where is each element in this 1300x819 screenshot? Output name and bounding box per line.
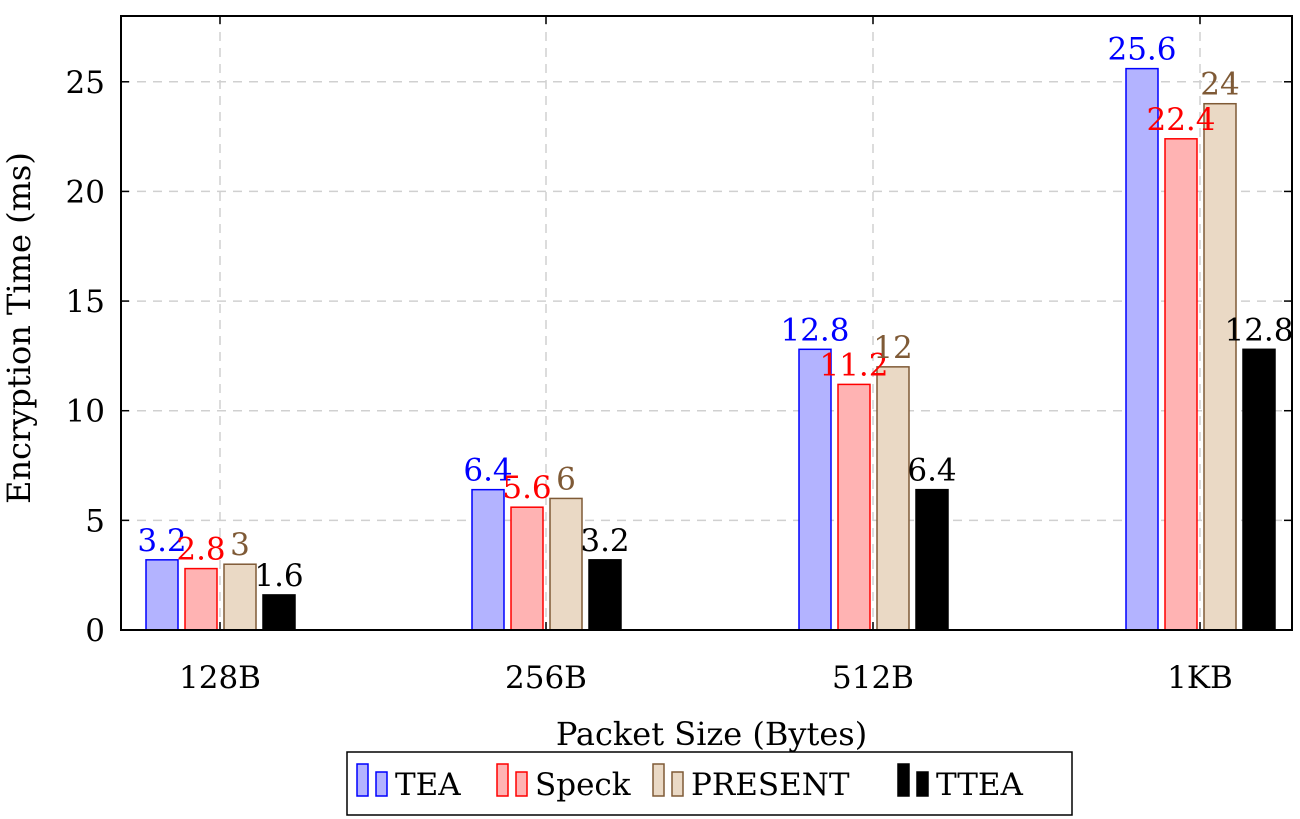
x-tick-label: 256B (505, 660, 587, 696)
legend: TEA Speck PRESENT TTEA (346, 751, 1073, 816)
legend-swatch (375, 771, 388, 797)
bar-speck-256b (510, 506, 544, 631)
bar-present-128b (223, 563, 257, 631)
bar-speck-512b (837, 383, 871, 631)
bar-present-1kb (1203, 102, 1237, 631)
data-label: 3.2 (580, 523, 629, 559)
legend-swatch (916, 771, 929, 797)
x-tick-label: 128B (179, 660, 261, 696)
bar-tea-256b (471, 488, 505, 631)
data-labels: 3.2 6.4 12.8 25.6 2.8 5.6 11.2 22.4 3 6 12 24 1.6 3.2… (137, 32, 1293, 594)
y-tick-label: 20 (66, 174, 105, 210)
legend-label-ttea: TTEA (936, 767, 1024, 803)
data-label: 5.6 (502, 470, 551, 506)
y-tick-label: 25 (66, 65, 105, 101)
ticks: 0 5 10 15 20 25 128B 256B 512B 1KB (66, 16, 1292, 696)
legend-box (346, 751, 1073, 816)
legend-swatch (356, 763, 369, 797)
data-label: 3.2 (137, 523, 186, 559)
y-tick-label: 0 (85, 613, 105, 649)
bars (145, 67, 1276, 631)
bar-tea-1kb (1125, 67, 1159, 631)
data-label: 3 (230, 527, 250, 563)
bar-ttea-128b (262, 594, 296, 631)
y-tick-label: 5 (85, 503, 105, 539)
legend-swatch (496, 763, 509, 797)
data-label: 11.2 (819, 347, 888, 383)
legend-label-speck: Speck (535, 767, 631, 803)
plot-frame (120, 15, 1293, 631)
bar-present-512b (876, 366, 910, 631)
data-label: 12.8 (1224, 312, 1293, 348)
legend-label-tea: TEA (395, 767, 461, 803)
y-axis-title: Encryption Time (ms) (0, 152, 38, 504)
x-tick-label: 512B (832, 660, 914, 696)
legend-swatch (671, 771, 684, 797)
legend-swatch (515, 771, 528, 797)
legend-label-present: PRESENT (691, 767, 850, 803)
data-label: 22.4 (1146, 102, 1215, 138)
data-label: 12 (873, 330, 912, 366)
x-axis-title: Packet Size (Bytes) (556, 715, 867, 753)
data-label: 24 (1200, 67, 1239, 103)
data-label: 2.8 (176, 532, 225, 568)
bar-tea-512b (798, 348, 832, 631)
legend-swatch (897, 763, 910, 797)
y-tick-label: 15 (66, 284, 105, 320)
bar-present-256b (549, 497, 583, 631)
y-tick-label: 10 (66, 394, 105, 430)
bar-ttea-256b (588, 559, 622, 631)
bar-speck-1kb (1164, 138, 1198, 631)
bar-ttea-512b (915, 488, 949, 631)
bar-tea-128b (145, 559, 179, 631)
grid-lines (121, 16, 1292, 630)
legend-swatch (652, 763, 665, 797)
bar-speck-128b (184, 567, 218, 631)
data-label: 1.6 (254, 558, 303, 594)
data-label: 6.4 (907, 453, 956, 489)
x-tick-label: 1KB (1167, 660, 1233, 696)
data-label: 6 (556, 461, 576, 497)
bar-ttea-1kb (1242, 348, 1276, 631)
data-label: 12.8 (780, 312, 849, 348)
data-label: 25.6 (1107, 32, 1176, 68)
data-label: 6.4 (463, 453, 512, 489)
